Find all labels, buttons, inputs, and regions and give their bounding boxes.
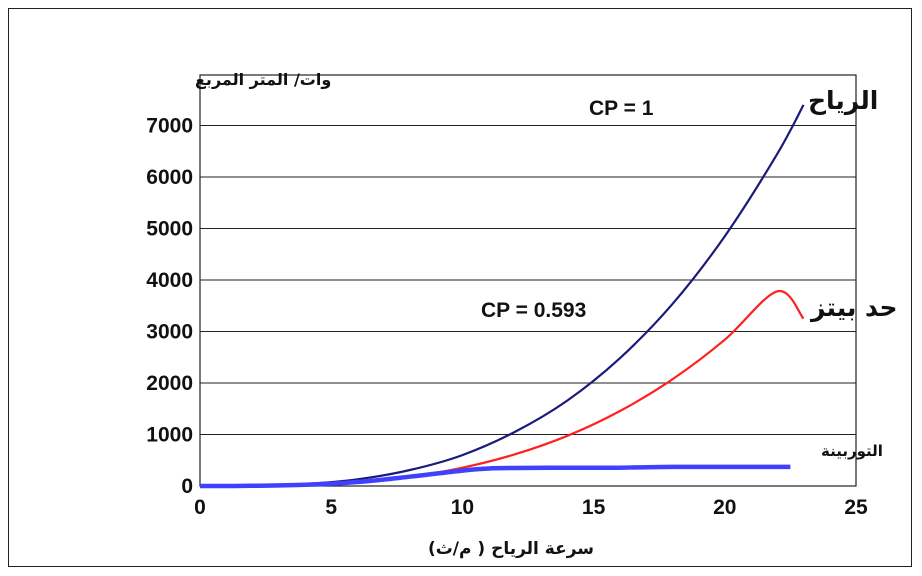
wind-power-chart: 0 1000 2000 3000 4000 5000 6000 7000 0 5 10 15 20 25… xyxy=(146,70,898,559)
y-tick-label: 6000 xyxy=(146,166,193,189)
y-tick-label: 0 xyxy=(181,475,193,498)
axes xyxy=(199,74,857,487)
x-tick-label: 20 xyxy=(713,496,736,519)
y-tick-label: 5000 xyxy=(146,218,193,241)
y-tick-label: 4000 xyxy=(146,269,193,292)
x-tick-label: 0 xyxy=(194,496,206,519)
series-lines xyxy=(199,104,805,489)
series-line-turbine xyxy=(199,464,791,489)
y-axis-label: وات/ المتر المربع xyxy=(195,70,331,89)
x-tick-label: 5 xyxy=(325,496,337,519)
y-tick-label: 2000 xyxy=(146,372,193,395)
x-axis-label: سرعة الرياح ( م/ث) xyxy=(428,539,594,559)
plot-border xyxy=(199,74,857,487)
y-tick-label: 7000 xyxy=(146,115,193,138)
x-tick-labels: 0 5 10 15 20 25 xyxy=(194,496,868,519)
y-tick-label: 3000 xyxy=(146,321,193,344)
series-label-wind: الرياح xyxy=(808,86,878,116)
series-label-betz-limit: حد بيتز xyxy=(809,293,898,323)
x-tick-label: 25 xyxy=(844,496,868,519)
x-tick-label: 15 xyxy=(582,496,606,519)
annotation-cp-betz: CP = 0.593 xyxy=(481,299,586,322)
y-tick-labels: 0 1000 2000 3000 4000 5000 6000 7000 xyxy=(146,115,193,499)
chart-frame: 0 1000 2000 3000 4000 5000 6000 7000 0 5 10 15 20 25… xyxy=(8,8,912,567)
series-label-turbine: التوربينة xyxy=(821,442,883,460)
grid-lines xyxy=(200,125,856,435)
y-tick-label: 1000 xyxy=(146,424,193,447)
x-tick-label: 10 xyxy=(451,496,474,519)
annotation-cp-1: CP = 1 xyxy=(589,97,654,120)
series-line-wind xyxy=(199,104,805,488)
